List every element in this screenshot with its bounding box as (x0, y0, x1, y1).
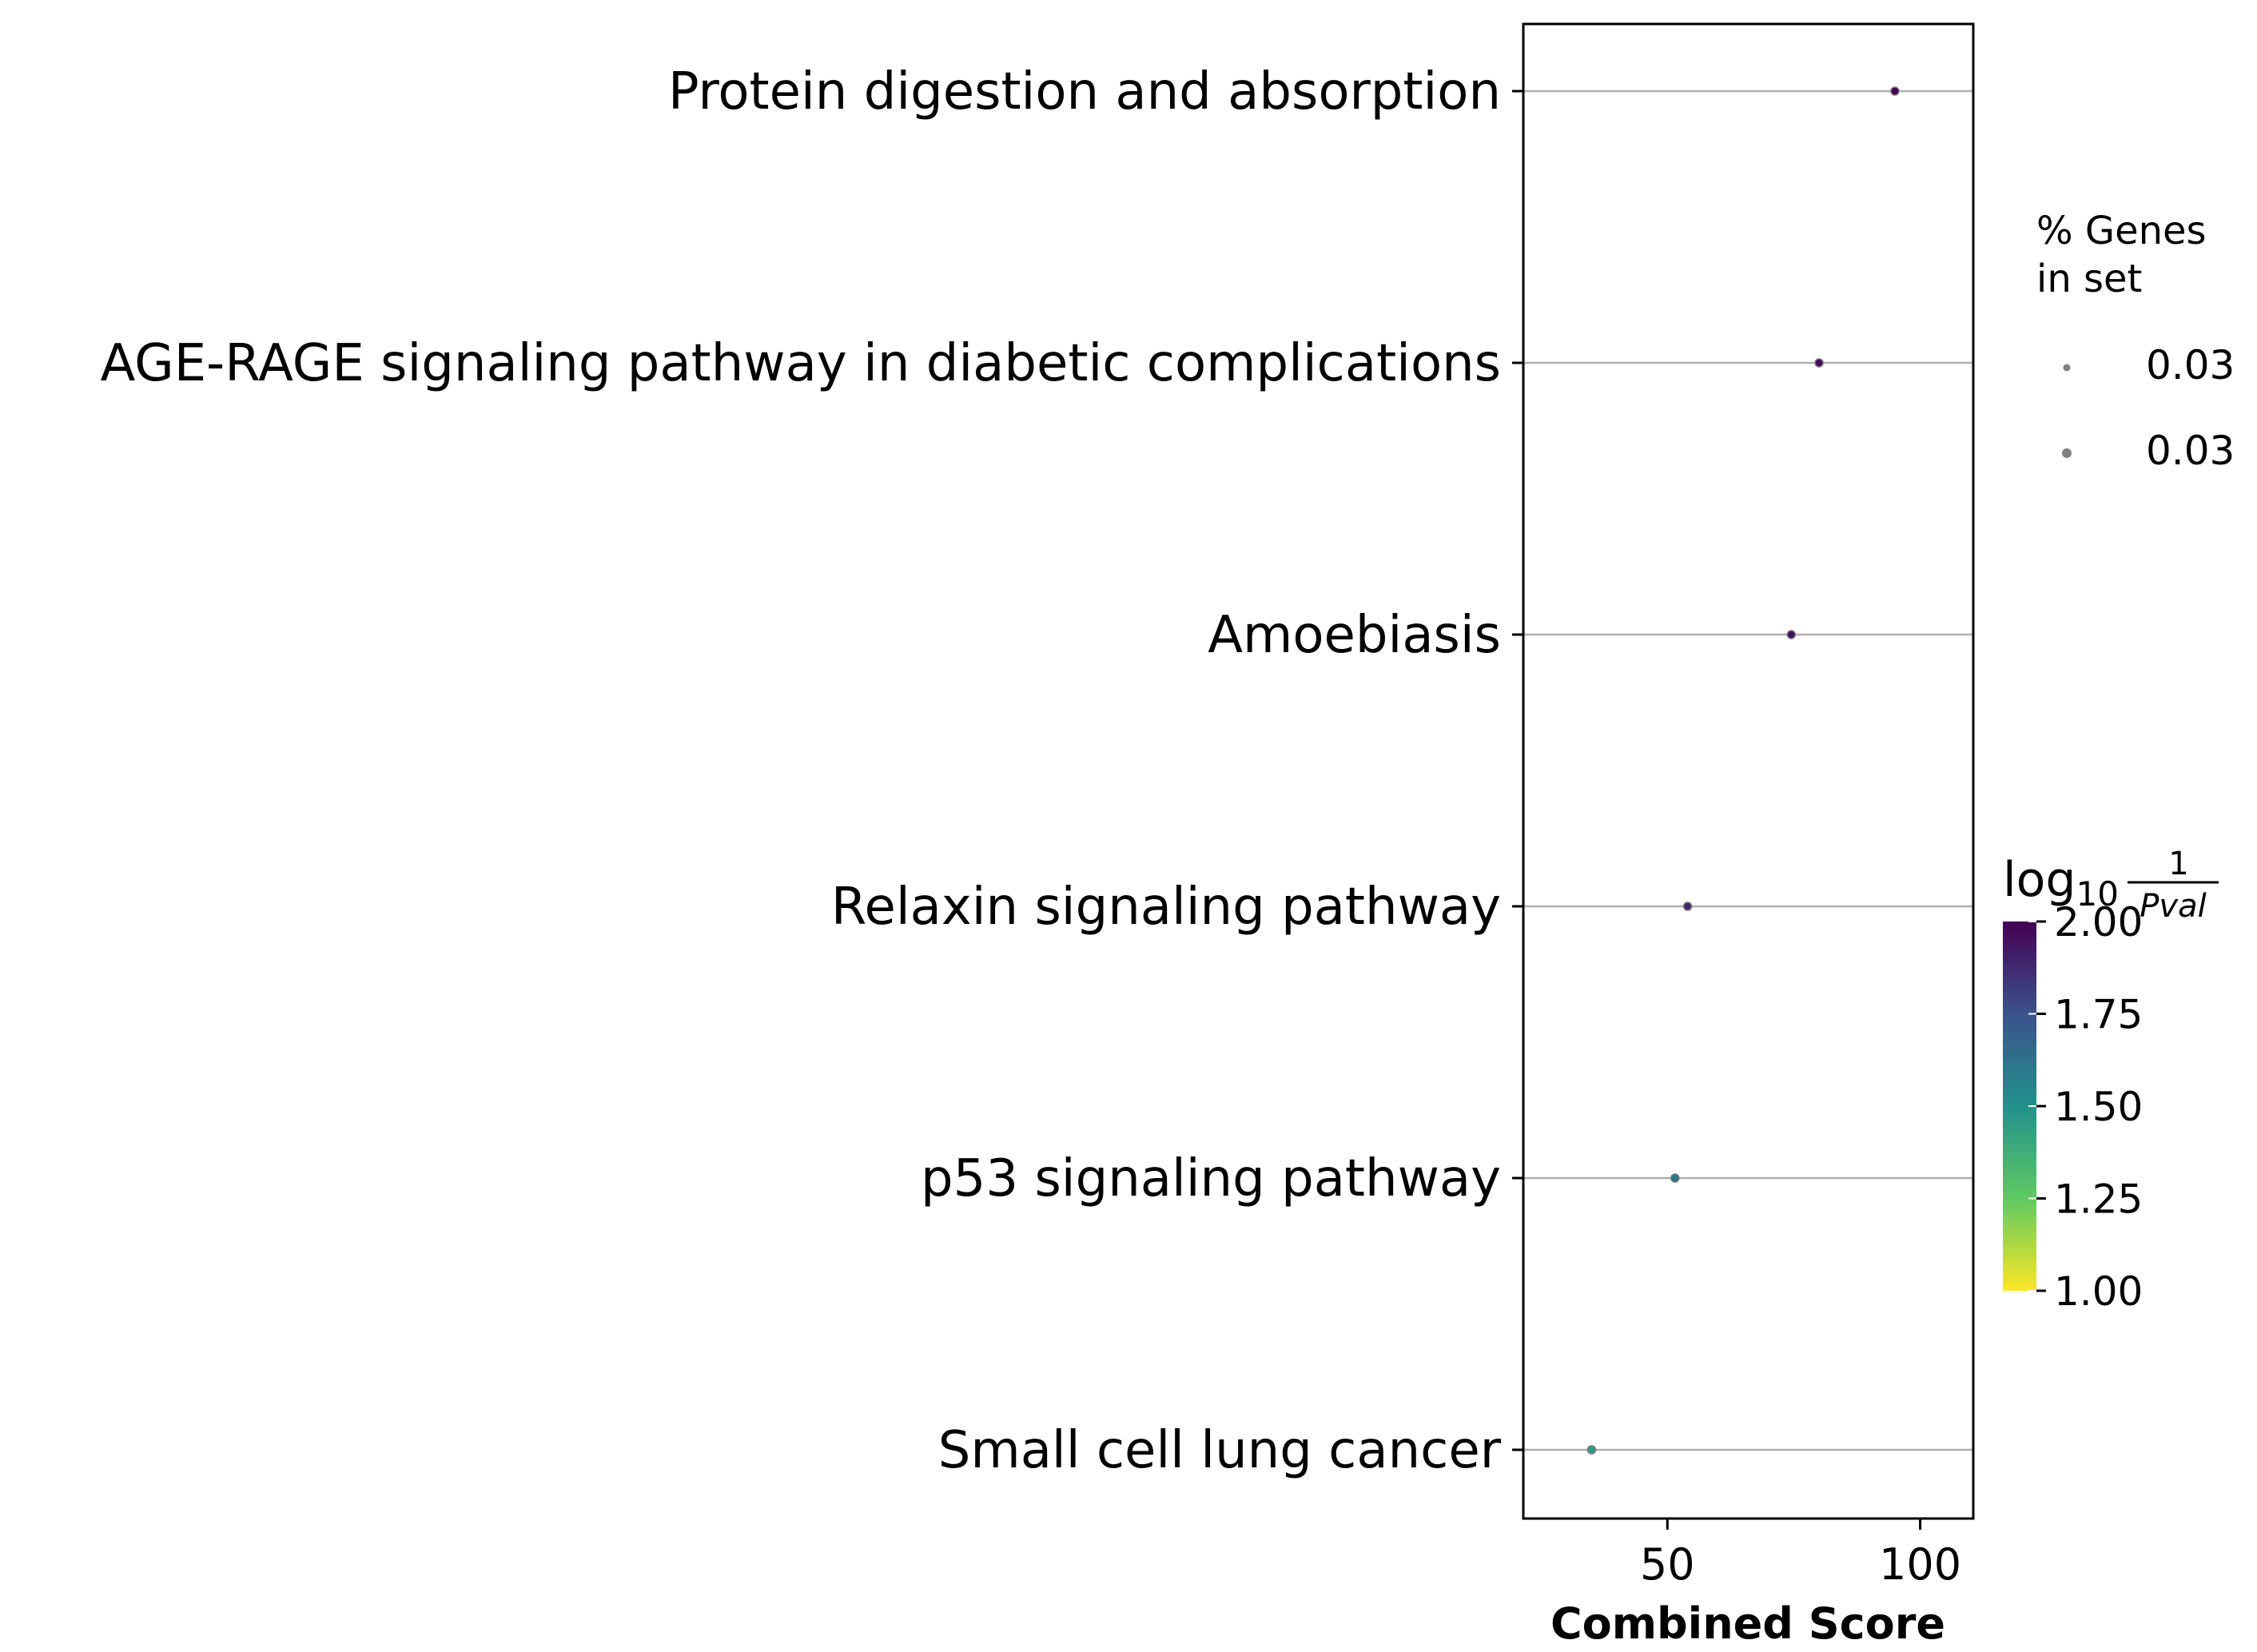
data-point (1682, 902, 1693, 911)
data-point (1670, 1173, 1680, 1183)
data-point (1786, 630, 1797, 639)
size-legend-label: 0.03 (2146, 428, 2235, 474)
colorbar-title: log10 (2003, 852, 2119, 914)
y-axis-category-labels: Protein digestion and absorption AGE-RAGE… (100, 62, 1523, 1480)
y-tick-label: Relaxin signaling pathway (831, 878, 1501, 937)
size-legend-marker (2062, 448, 2072, 458)
data-point (1586, 1445, 1597, 1455)
data-point (1890, 86, 1900, 96)
colorbar: log10 1 Pval 1.00 1.25 1.50 1.75 2.00 (2003, 846, 2219, 1315)
size-legend-label: 0.03 (2146, 342, 2235, 388)
size-legend-marker (2063, 364, 2071, 372)
colorbar-ticks: 1.00 1.25 1.50 1.75 2.00 (2028, 899, 2143, 1315)
size-legend: % Genes in set 0.03 0.03 (2036, 209, 2235, 474)
y-tick-label: p53 signaling pathway (921, 1149, 1501, 1208)
plot-frame (1522, 22, 1975, 1520)
data-points (1586, 86, 1900, 1455)
size-legend-title-line2: in set (2036, 257, 2142, 301)
y-tick-label: Protein digestion and absorption (668, 62, 1501, 121)
size-legend-title-line1: % Genes (2036, 209, 2207, 253)
x-axis-ticks: 50 100 (1640, 1519, 1961, 1590)
colorbar-title-base: 10 (2076, 874, 2118, 914)
colorbar-tick-label: 1.25 (2054, 1176, 2143, 1223)
colorbar-title-numerator: 1 (2168, 846, 2188, 882)
data-point (1814, 358, 1824, 368)
colorbar-title-log: log (2003, 852, 2076, 908)
colorbar-tick-label: 1.50 (2054, 1084, 2143, 1130)
x-axis-title: Combined Score (1550, 1598, 1945, 1649)
grid-lines (1523, 90, 1973, 1451)
colorbar-tick-label: 1.75 (2054, 992, 2143, 1038)
y-tick-label: Amoebiasis (1208, 606, 1501, 665)
y-tick-label: AGE-RAGE signaling pathway in diabetic c… (100, 334, 1501, 393)
y-tick-label: Small cell lung cancer (938, 1421, 1502, 1480)
colorbar-tick-label: 2.00 (2054, 899, 2143, 945)
colorbar-title-denominator: Pval (2140, 888, 2206, 925)
colorbar-tick-label: 1.00 (2054, 1268, 2143, 1315)
x-tick-label: 100 (1879, 1539, 1961, 1590)
x-tick-label: 50 (1640, 1539, 1695, 1590)
